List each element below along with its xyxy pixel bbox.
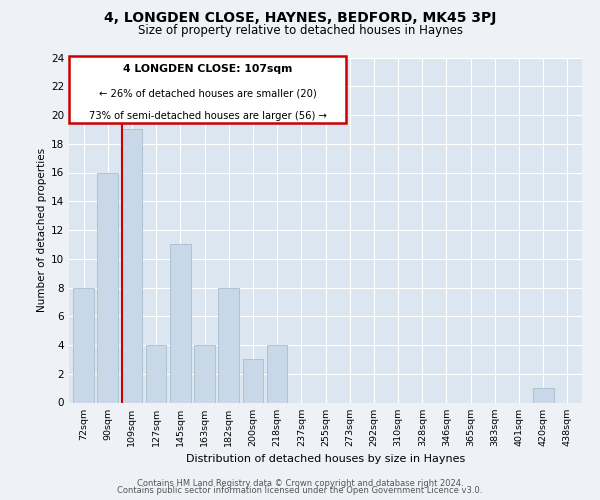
Bar [122, 130, 142, 402]
Bar [194, 345, 215, 403]
FancyBboxPatch shape [69, 56, 346, 123]
Text: 4 LONGDEN CLOSE: 107sqm: 4 LONGDEN CLOSE: 107sqm [123, 64, 292, 74]
Text: Size of property relative to detached houses in Haynes: Size of property relative to detached ho… [137, 24, 463, 37]
Bar [533, 388, 554, 402]
Bar [73, 288, 94, 403]
Text: 4, LONGDEN CLOSE, HAYNES, BEDFORD, MK45 3PJ: 4, LONGDEN CLOSE, HAYNES, BEDFORD, MK45 … [104, 11, 496, 25]
X-axis label: Distribution of detached houses by size in Haynes: Distribution of detached houses by size … [186, 454, 465, 464]
Bar [218, 288, 239, 403]
Bar [170, 244, 191, 402]
Text: ← 26% of detached houses are smaller (20): ← 26% of detached houses are smaller (20… [98, 88, 316, 99]
Bar [242, 360, 263, 403]
Bar [267, 345, 287, 403]
Text: Contains public sector information licensed under the Open Government Licence v3: Contains public sector information licen… [118, 486, 482, 495]
Bar [97, 172, 118, 402]
Text: Contains HM Land Registry data © Crown copyright and database right 2024.: Contains HM Land Registry data © Crown c… [137, 478, 463, 488]
Text: 73% of semi-detached houses are larger (56) →: 73% of semi-detached houses are larger (… [89, 111, 326, 121]
Bar [146, 345, 166, 403]
Y-axis label: Number of detached properties: Number of detached properties [37, 148, 47, 312]
